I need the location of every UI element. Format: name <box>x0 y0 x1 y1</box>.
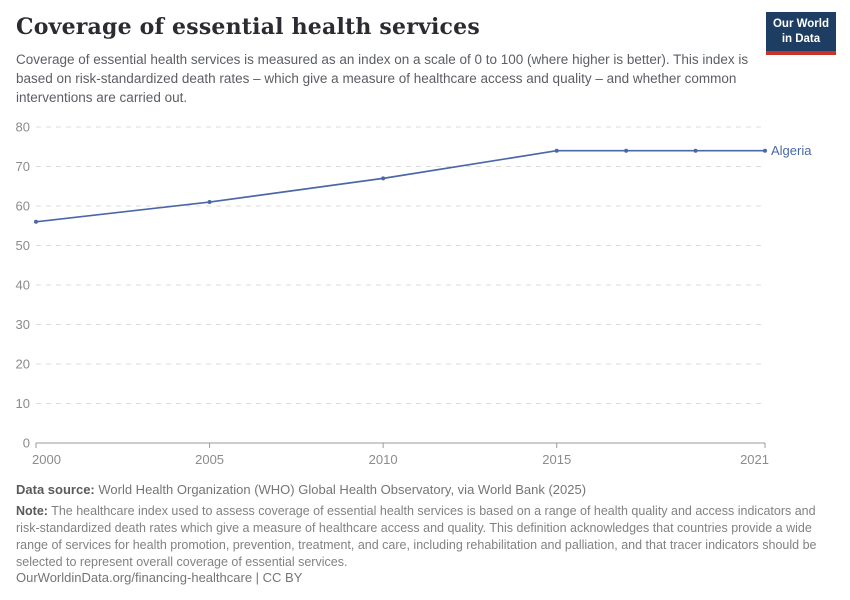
license-line: OurWorldinData.org/financing-healthcare … <box>16 570 303 585</box>
owid-logo-line1: Our World <box>772 18 829 30</box>
y-axis-tick-label: 30 <box>16 317 30 332</box>
data-point[interactable] <box>207 200 212 205</box>
x-axis-tick-label: 2000 <box>32 452 61 467</box>
data-point[interactable] <box>693 148 698 153</box>
line-chart[interactable]: 0 10 20 30 40 50 60 70 80 2000 2005 2010 2015 2021 Alg… <box>0 110 850 470</box>
x-axis-tick-label: 2005 <box>195 452 224 467</box>
series-line-algeria[interactable] <box>35 149 765 223</box>
data-source-text: World Health Organization (WHO) Global H… <box>94 482 587 497</box>
note-label: Note: <box>16 504 48 518</box>
data-point[interactable] <box>763 148 767 153</box>
x-axis-tick-label: 2015 <box>542 452 571 467</box>
owid-logo[interactable]: Our World in Data <box>765 12 836 55</box>
y-axis-tick-label: 10 <box>16 396 30 411</box>
x-axis-tick-label: 2021 <box>740 452 769 467</box>
data-point[interactable] <box>34 219 38 224</box>
data-point[interactable] <box>554 148 559 153</box>
data-source-label: Data source: <box>16 482 95 497</box>
y-axis-tick-label: 60 <box>16 199 30 214</box>
chart-title: Coverage of essential health services <box>16 14 480 40</box>
chart-subtitle: Coverage of essential health services is… <box>16 52 749 106</box>
series-label-algeria[interactable]: Algeria <box>771 143 812 158</box>
owid-logo-line2: in Data <box>781 32 821 45</box>
y-axis-tick-label: 70 <box>16 159 30 174</box>
note-line: Note: The healthcare index used to asses… <box>16 503 838 571</box>
y-axis-tick-label: 20 <box>16 357 30 372</box>
x-axis-tick-label: 2010 <box>369 452 398 467</box>
data-source-line: Data source: World Health Organization (… <box>16 482 586 497</box>
y-axis-tick-label: 40 <box>16 278 30 293</box>
data-point[interactable] <box>624 148 629 153</box>
y-axis-tick-label: 0 <box>23 436 30 451</box>
note-text: The healthcare index used to assess cove… <box>16 504 817 569</box>
y-axis-tick-label: 80 <box>16 120 30 135</box>
y-axis-tick-label: 50 <box>16 238 30 253</box>
data-point[interactable] <box>381 176 386 181</box>
